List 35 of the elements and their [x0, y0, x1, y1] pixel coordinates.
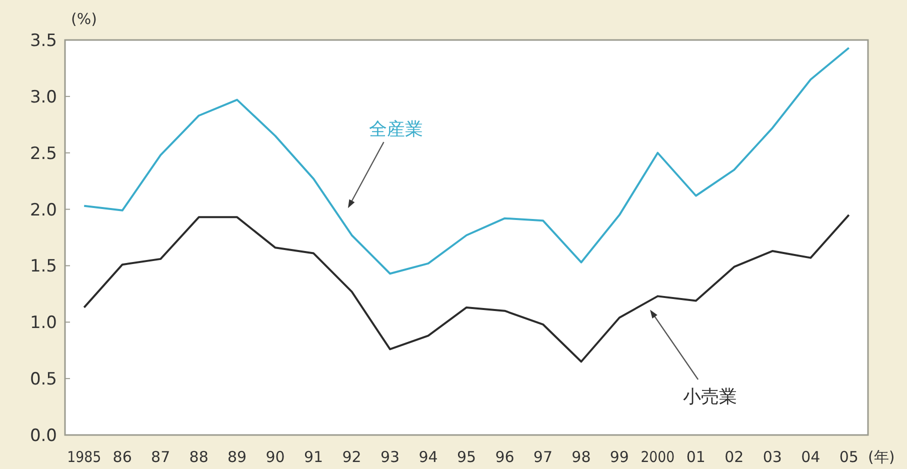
x-tick-label: 97: [533, 448, 553, 466]
line-series: [83, 214, 850, 363]
x-tick-label: 89: [228, 448, 247, 466]
x-tick-label: 98: [572, 448, 591, 466]
line-series: [83, 46, 850, 275]
y-tick-label: 2.5: [30, 144, 57, 164]
x-axis-title: (年): [868, 448, 895, 466]
x-tick-label: 99: [610, 448, 629, 466]
x-tick-label: 03: [762, 448, 782, 466]
x-tick-label: 02: [724, 448, 744, 466]
x-tick-label: 95: [456, 448, 476, 466]
x-tick-label: 01: [686, 448, 706, 466]
y-tick-label: 1.5: [30, 256, 57, 277]
y-tick-label: 0.0: [30, 426, 57, 446]
x-tick-label: 04: [801, 448, 820, 466]
x-tick-label: 87: [151, 448, 170, 466]
x-tick-label: 88: [189, 448, 208, 466]
x-tick-label: 1985: [67, 448, 106, 466]
y-tick-label: 3.0: [30, 87, 57, 108]
y-tick-label: 0.5: [30, 370, 57, 390]
x-tick-label: 86: [112, 448, 132, 466]
x-tick-label: 92: [342, 448, 362, 466]
text: 小売業: [683, 386, 738, 408]
x-tick-label: 94: [418, 448, 438, 466]
y-tick-label: 2.0: [30, 200, 57, 220]
y-tick-label: 3.5: [30, 31, 57, 51]
x-tick-label: 05: [839, 448, 858, 466]
x-tick-label: 90: [266, 448, 285, 466]
x-tick-label: 96: [495, 448, 514, 466]
y-axis-title: (%): [71, 10, 97, 28]
x-tick-label: 93: [380, 448, 400, 466]
y-tick-label: 1.0: [30, 313, 57, 334]
x-tick-label: 91: [304, 448, 324, 466]
text: 全産業: [368, 119, 423, 140]
x-tick-label: 2000: [640, 448, 679, 466]
